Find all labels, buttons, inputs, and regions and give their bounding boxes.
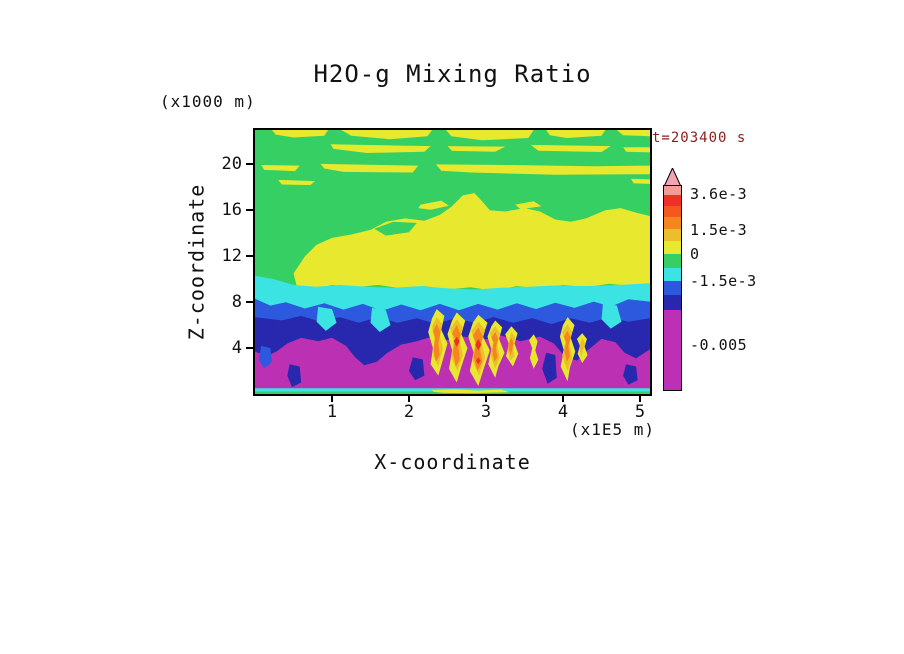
contour-region-cyan (316, 306, 337, 331)
colorbar (663, 185, 682, 391)
colorbar-segment (664, 195, 681, 206)
colorbar-segment (664, 295, 681, 310)
colorbar-level-label: -0.005 (690, 336, 748, 354)
contour-region-orange (432, 324, 441, 362)
x-tick-mark (561, 396, 564, 402)
contour-region-yellow (278, 179, 316, 186)
contour-region-cyan (601, 303, 622, 329)
x-tick-mark (638, 396, 641, 402)
contour-region-orange (491, 332, 499, 362)
contour-region-red (475, 338, 482, 351)
y-tick-label: 20 (221, 154, 242, 175)
x-tick-label: 3 (480, 402, 492, 422)
contour-region-yellow (320, 163, 419, 173)
contour-region-red (476, 357, 481, 365)
colorbar-level-label: -1.5e-3 (690, 272, 757, 290)
colorbar-segment (664, 281, 681, 295)
contour-region-yellow (418, 200, 449, 210)
y-axis-unit-label: (x1000 m) (160, 92, 256, 111)
colorbar-segment (664, 310, 681, 390)
colorbar-segment (664, 229, 681, 241)
y-tick-label: 12 (221, 246, 242, 267)
contour-region-cyan (255, 275, 650, 311)
contour-region-gold (579, 337, 586, 358)
contour-region-orange (508, 337, 514, 355)
x-tick-label: 4 (557, 402, 569, 422)
colorbar-arrow-tip (664, 168, 681, 186)
contour-region-yellow (530, 144, 611, 152)
contour-region-blue (258, 345, 272, 369)
contour-region-yellow (271, 130, 329, 138)
colorbar-level-label: 0 (690, 245, 700, 263)
y-tick-mark (246, 301, 253, 304)
time-annotation: t=203400 s (652, 130, 747, 146)
y-tick-label: 16 (221, 200, 242, 221)
contour-region-yellow (623, 147, 650, 153)
y-tick-mark (246, 209, 253, 212)
contour-region-yellow (546, 130, 606, 138)
contour-region-yellow (330, 144, 431, 153)
x-tick-mark (484, 396, 487, 402)
x-tick-mark (407, 396, 410, 402)
contour-region-yellow (432, 389, 510, 394)
y-tick-label: 4 (231, 338, 242, 359)
colorbar-segment (664, 241, 681, 254)
x-tick-label: 2 (403, 402, 415, 422)
contour-field (255, 130, 650, 394)
contour-region-yellow (447, 146, 506, 152)
contour-region-yellow (630, 178, 650, 184)
contour-region-yellow (515, 201, 542, 210)
y-tick-mark (246, 255, 253, 258)
contour-region-cyan (370, 307, 391, 332)
contour-region-yellow (616, 130, 650, 137)
contour-region-navy (623, 364, 638, 385)
colorbar-level-label: 1.5e-3 (690, 221, 748, 239)
colorbar-segment (664, 254, 681, 268)
x-axis-unit-label: (x1E5 m) (569, 420, 655, 439)
plot-area (253, 128, 652, 396)
contour-region-yellow (435, 164, 650, 175)
contour-region-navy (542, 352, 557, 384)
contour-region-navy (287, 364, 302, 388)
y-tick-label: 8 (231, 292, 242, 313)
colorbar-segment (664, 186, 681, 195)
page-title: H2O-g Mixing Ratio (313, 60, 592, 88)
contour-region-yellow (446, 130, 534, 141)
contour-region-red (453, 336, 460, 347)
colorbar-segment (664, 268, 681, 281)
contour-region-yellow (293, 193, 650, 291)
x-axis-label: X-coordinate (374, 450, 531, 474)
y-tick-mark (246, 347, 253, 350)
colorbar-level-label: 3.6e-3 (690, 185, 748, 203)
x-tick-label: 5 (634, 402, 646, 422)
x-tick-mark (330, 396, 333, 402)
y-tick-mark (246, 163, 253, 166)
colorbar-segment (664, 206, 681, 217)
x-tick-label: 1 (326, 402, 338, 422)
contour-region-orange (563, 330, 571, 362)
contour-region-yellow (529, 334, 539, 369)
contour-region-green (374, 221, 417, 236)
contour-region-yellow (341, 130, 433, 140)
contour-region-yellow (261, 165, 300, 172)
colorbar-segment (664, 217, 681, 229)
contour-region-navy (409, 357, 425, 381)
